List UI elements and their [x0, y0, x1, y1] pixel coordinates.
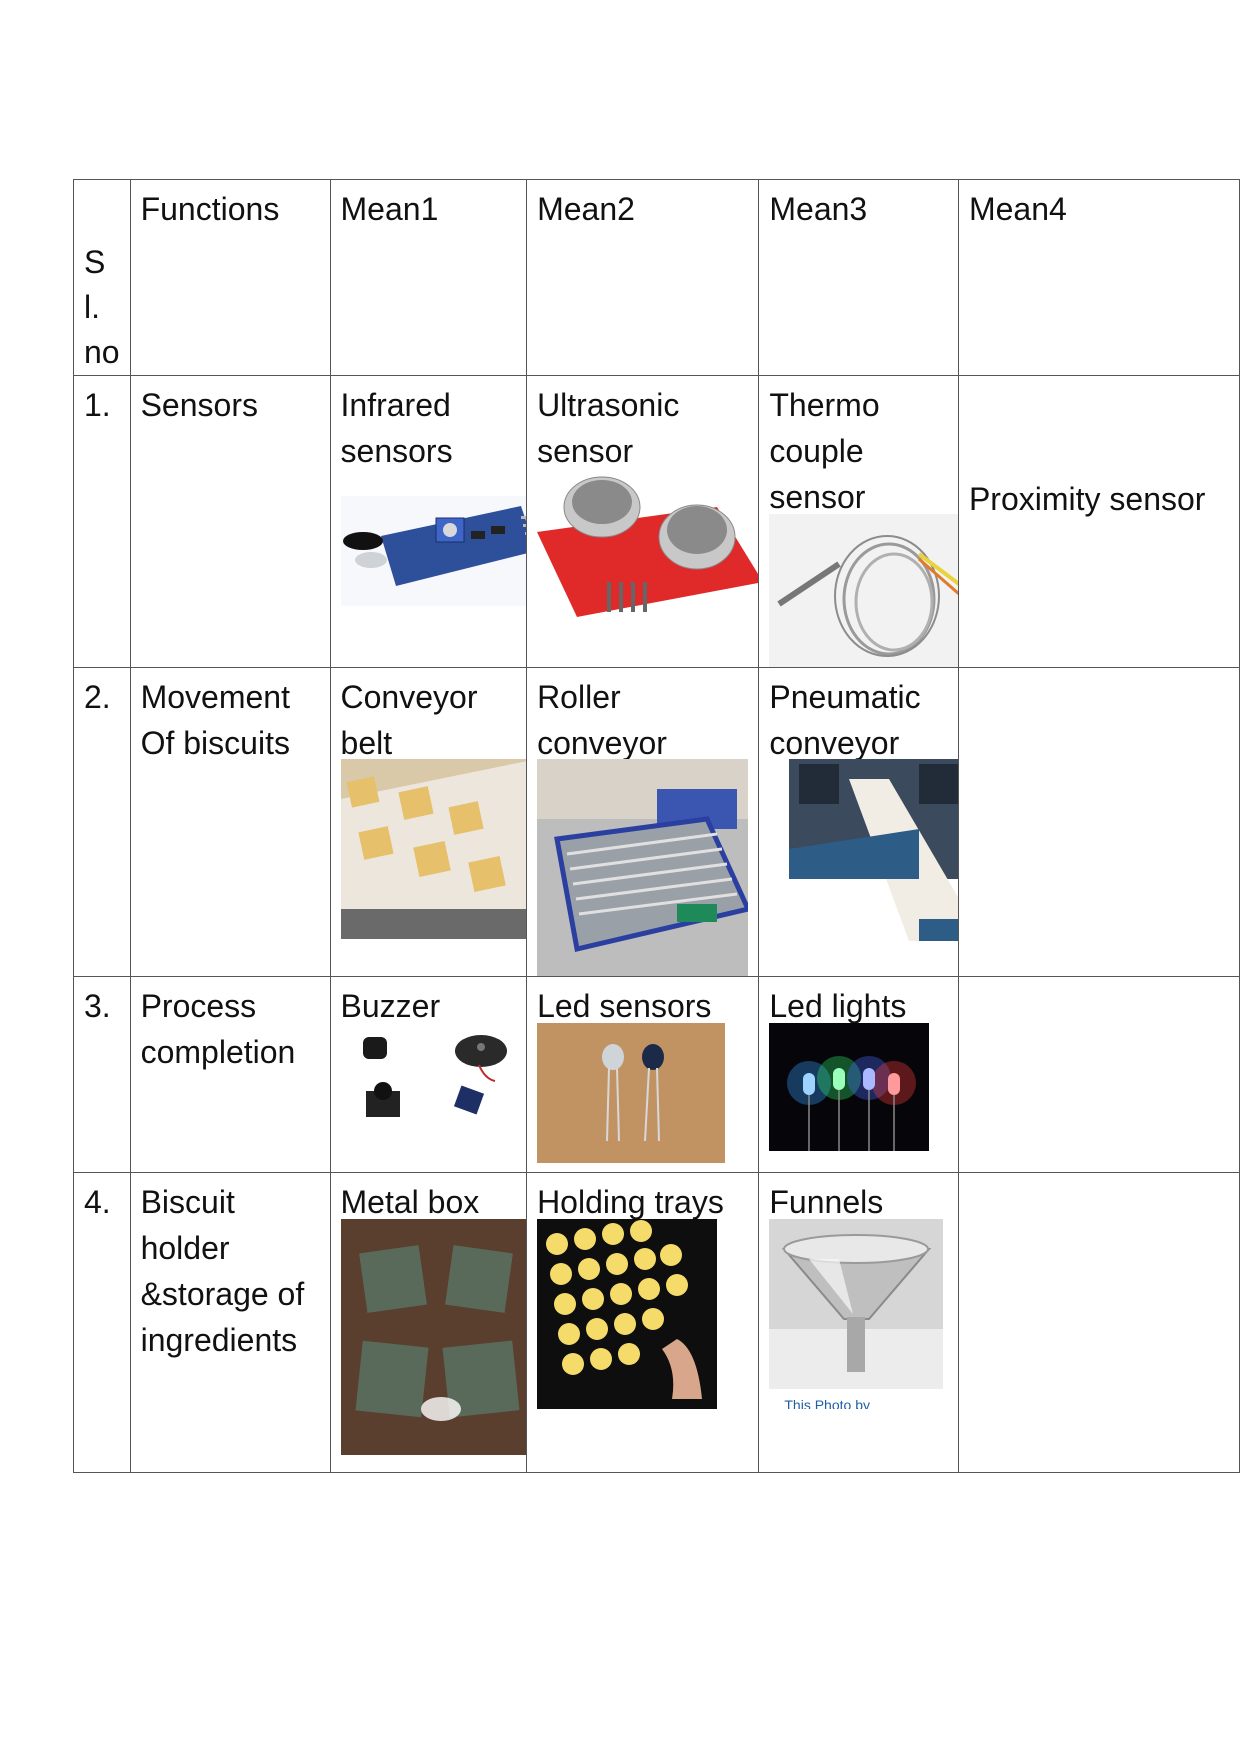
function-cell: Movement Of biscuits [129, 667, 331, 977]
mean-label: Proximity sensor [968, 481, 1206, 517]
mean1-cell: Buzzer [329, 976, 528, 1173]
header-functions: Functions [129, 179, 331, 376]
mean-label: Holding trays [537, 1184, 724, 1220]
mean4-cell [957, 976, 1240, 1173]
mean2-cell: Holding trays [526, 1172, 760, 1473]
mean-label: Ultrasonic sensor [537, 387, 680, 469]
table-row: 2. Movement Of biscuits Conveyor belt [73, 667, 1240, 977]
table-row: 4. Biscuit holder &storage of ingredient… [73, 1172, 1240, 1473]
mean1-cell: Infrared sensors [329, 375, 528, 668]
mean-label: Funnels [769, 1184, 884, 1220]
mean3-cell: Led lights [758, 976, 959, 1173]
mean4-cell [957, 667, 1240, 977]
mean2-cell: Led sensors [526, 976, 760, 1173]
mean-label: Led lights [769, 988, 907, 1024]
ultrasonic-sensor-image [537, 472, 758, 622]
mean-label: Conveyor belt [340, 679, 478, 761]
led-sensor-image [537, 1023, 726, 1163]
buzzer-image [360, 1029, 511, 1129]
mean-label: Metal box [340, 1184, 480, 1220]
mean4-cell: Proximity sensor [957, 375, 1240, 668]
mean-label: Pneumatic conveyor [769, 679, 921, 761]
header-slno: Sl. no [73, 179, 131, 376]
row-number: 4. [73, 1172, 131, 1473]
mean1-cell: Metal box [329, 1172, 528, 1473]
metal-box-image [340, 1219, 526, 1455]
morphological-chart-table: Sl. no Functions Mean1 Mean2 Mean3 Mean4… [73, 179, 1240, 1473]
function-cell: Sensors [129, 375, 331, 668]
header-row: Sl. no Functions Mean1 Mean2 Mean3 Mean4 [73, 179, 1240, 376]
mean-label: Roller conveyor [537, 679, 667, 761]
table-row: 1. Sensors Infrared sensors [73, 375, 1240, 668]
led-lights-image [769, 1023, 930, 1151]
mean3-cell: Pneumatic conveyor [758, 667, 959, 977]
mean3-cell: Funnels This Photo by [758, 1172, 959, 1473]
header-mean3: Mean3 [758, 179, 959, 376]
conveyor-belt-image [340, 759, 526, 939]
holding-trays-image [537, 1219, 718, 1409]
row-number: 3. [73, 976, 131, 1173]
thermocouple-image [769, 514, 958, 667]
header-mean4: Mean4 [957, 179, 1240, 376]
header-mean2: Mean2 [526, 179, 760, 376]
mean-label: Thermo couple sensor [769, 387, 880, 515]
funnel-image [769, 1219, 944, 1389]
pneumatic-conveyor-image [789, 759, 958, 941]
roller-conveyor-image [537, 759, 749, 976]
mean2-cell: Ultrasonic sensor [526, 375, 760, 668]
mean-label: Buzzer [340, 988, 441, 1024]
photo-caption: This Photo by [784, 1397, 870, 1409]
function-cell: Biscuit holder &storage of ingredients [129, 1172, 331, 1473]
mean2-cell: Roller conveyor [526, 667, 760, 977]
mean-label: Led sensors [537, 988, 712, 1024]
table-row: 3. Process completion Buzzer Led sensors [73, 976, 1240, 1173]
row-number: 2. [73, 667, 131, 977]
function-cell: Process completion [129, 976, 331, 1173]
infrared-sensor-image [340, 496, 526, 606]
row-number: 1. [73, 375, 131, 668]
mean1-cell: Conveyor belt [329, 667, 528, 977]
mean-label: Infrared sensors [340, 387, 453, 469]
mean3-cell: Thermo couple sensor [758, 375, 959, 668]
header-mean1: Mean1 [329, 179, 528, 376]
mean4-cell [957, 1172, 1240, 1473]
